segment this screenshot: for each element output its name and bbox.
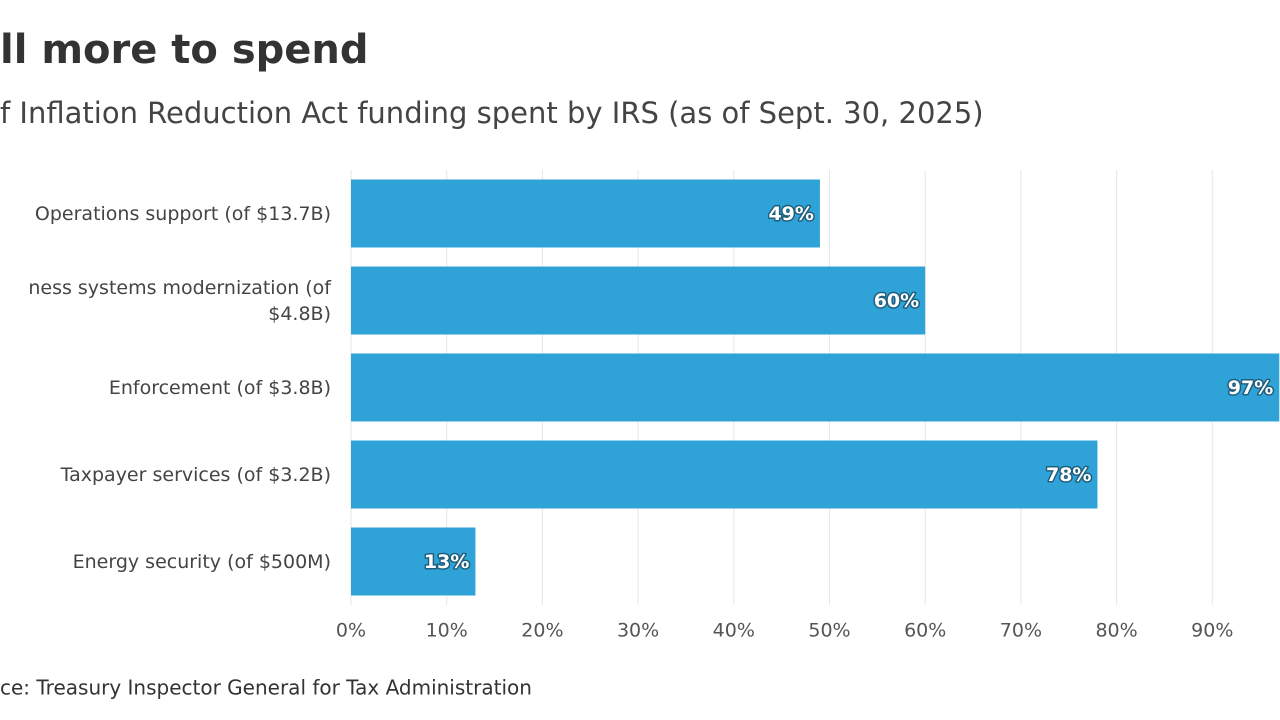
x-tick-label: 20% bbox=[521, 620, 563, 642]
y-tick-label: Enforcement (of $3.8B) bbox=[108, 376, 331, 399]
x-tick-label: 50% bbox=[808, 620, 850, 642]
x-tick-label: 40% bbox=[713, 620, 755, 642]
chart-title: ll more to spend bbox=[0, 27, 369, 73]
value-label: 49% bbox=[768, 203, 813, 225]
x-tick-label: 30% bbox=[617, 620, 659, 642]
value-label: 78% bbox=[1046, 464, 1091, 486]
x-tick-label: 0% bbox=[336, 620, 366, 642]
chart-subtitle: f Inflation Reduction Act funding spent … bbox=[0, 96, 984, 130]
bar bbox=[351, 266, 926, 335]
y-tick-label: ness systems modernization (of $4.8B) bbox=[28, 276, 331, 325]
bar bbox=[351, 527, 476, 596]
x-tick-label: 80% bbox=[1095, 620, 1137, 642]
x-tick-label: 10% bbox=[426, 620, 468, 642]
y-tick-label: Energy security (of $500M) bbox=[72, 550, 331, 573]
value-label: 13% bbox=[424, 551, 469, 573]
bar bbox=[351, 440, 1098, 509]
x-tick-label: 90% bbox=[1191, 620, 1233, 642]
value-label: 60% bbox=[874, 290, 919, 312]
bar bbox=[351, 179, 820, 248]
y-tick-label: Operations support (of $13.7B) bbox=[34, 202, 331, 225]
x-tick-label: 60% bbox=[904, 620, 946, 642]
y-tick-label: Taxpayer services (of $3.2B) bbox=[60, 463, 331, 486]
value-label: 97% bbox=[1228, 377, 1273, 399]
x-tick-label: 70% bbox=[1000, 620, 1042, 642]
bar bbox=[351, 353, 1280, 422]
source-note: ce: Treasury Inspector General for Tax A… bbox=[0, 676, 532, 700]
